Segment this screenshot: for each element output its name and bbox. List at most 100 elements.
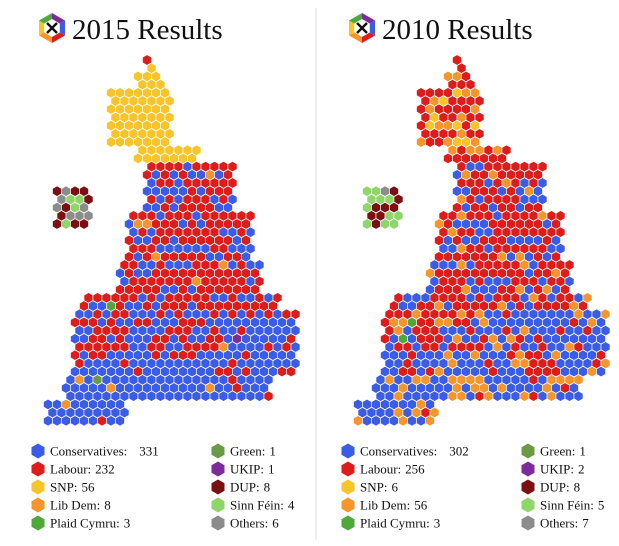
constituency-hex <box>474 95 485 107</box>
constituency-hex <box>61 415 71 427</box>
constituency-hex <box>555 243 566 255</box>
legend-label: UKIP: <box>540 462 574 477</box>
constituency-hex <box>124 136 134 148</box>
constituency-hex <box>596 333 606 345</box>
constituency-hex <box>465 79 476 91</box>
constituency-hex <box>164 111 175 123</box>
constituency-hex <box>245 390 256 402</box>
panel-title: 2010 Results <box>382 14 533 46</box>
legend-swatch <box>521 461 535 477</box>
legend-label: Conservatives: <box>360 444 437 459</box>
constituency-hex <box>83 193 94 205</box>
constituency-hex <box>254 390 265 402</box>
legend-count: 6 <box>391 480 398 495</box>
constituency-hex <box>371 415 381 427</box>
legend-label: DUP: <box>230 480 260 495</box>
legend-swatch <box>521 443 535 459</box>
legend-count: 4 <box>288 498 295 513</box>
legend-count: 232 <box>95 462 115 477</box>
logo-x <box>46 22 58 34</box>
constituency-hex <box>268 300 278 312</box>
constituency-hex <box>560 284 570 296</box>
legend-count: 3 <box>124 516 131 531</box>
constituency-hex <box>407 415 417 427</box>
constituency-hex <box>223 202 233 214</box>
constituency-hex <box>254 259 265 271</box>
logo <box>349 13 375 43</box>
legend-count: 302 <box>449 444 469 459</box>
constituency-hex <box>474 111 485 123</box>
constituency-hex <box>456 62 467 74</box>
legend-label: SNP: <box>50 480 77 495</box>
legend-swatch <box>521 479 535 495</box>
legend-swatch <box>211 479 225 495</box>
constituency-hex <box>519 390 530 402</box>
legend-swatch <box>31 497 45 513</box>
constituency-hex <box>151 70 161 82</box>
legend-swatch <box>211 497 225 513</box>
constituency-hex <box>155 79 166 91</box>
constituency-hex <box>537 390 548 402</box>
legend-label: Sinn Féin: <box>540 498 594 513</box>
constituency-hex <box>52 218 62 230</box>
constituency-hex <box>223 185 233 197</box>
constituency-hex <box>470 120 480 132</box>
constituency-hex <box>371 218 381 230</box>
constituency-hex <box>389 218 399 230</box>
constituency-hex <box>510 390 521 402</box>
legend-label: Conservatives: <box>50 444 127 459</box>
constituency-hex <box>52 415 62 427</box>
constituency-hex <box>551 218 561 230</box>
constituency-hex <box>241 234 251 246</box>
constituency-hex <box>115 398 125 410</box>
legend-label: Green: <box>230 444 265 459</box>
constituency-hex <box>573 374 584 386</box>
constituency-hex <box>290 308 301 320</box>
constituency-hex <box>272 292 283 304</box>
constituency-hex <box>425 398 435 410</box>
legend-label: Green: <box>540 444 575 459</box>
constituency-hex <box>223 169 233 181</box>
constituency-hex <box>393 210 404 222</box>
constituency-hex <box>600 357 611 369</box>
constituency-hex <box>456 390 467 402</box>
constituency-hex <box>43 415 53 427</box>
legend-swatch <box>521 497 535 513</box>
constituency-hex <box>452 54 462 66</box>
logo-x <box>356 22 368 34</box>
constituency-hex <box>245 226 256 238</box>
constituency-hex <box>236 390 247 402</box>
legend-count: 1 <box>269 444 276 459</box>
legend-swatch <box>31 479 45 495</box>
legend-label: Labour: <box>360 462 401 477</box>
constituency-hex <box>483 390 494 402</box>
constituency-hex <box>501 390 512 402</box>
constituency-hex <box>241 218 251 230</box>
constituency-hex <box>596 316 606 328</box>
constituency-hex <box>470 87 480 99</box>
constituency-hex <box>573 390 584 402</box>
constituency-hex <box>474 390 485 402</box>
constituency-hex <box>115 136 125 148</box>
constituency-hex <box>160 120 170 132</box>
legend-label: DUP: <box>540 480 570 495</box>
constituency-hex <box>569 382 579 394</box>
constituency-hex <box>447 390 458 402</box>
constituency-hex <box>70 218 80 230</box>
legend-swatch <box>31 443 45 459</box>
constituency-hex <box>227 161 238 173</box>
constituency-hex <box>146 62 157 74</box>
constituency-hex <box>290 357 301 369</box>
constituency-hex <box>389 202 399 214</box>
constituency-hex <box>254 275 265 287</box>
constituency-hex <box>133 152 143 164</box>
legend-count: 8 <box>264 480 271 495</box>
constituency-hex <box>470 136 480 148</box>
constituency-hex <box>191 144 202 156</box>
legend-swatch <box>31 461 45 477</box>
constituency-hex <box>362 218 372 230</box>
constituency-hex <box>537 177 548 189</box>
constituency-hex <box>425 415 435 427</box>
legend-count: 1 <box>579 444 586 459</box>
